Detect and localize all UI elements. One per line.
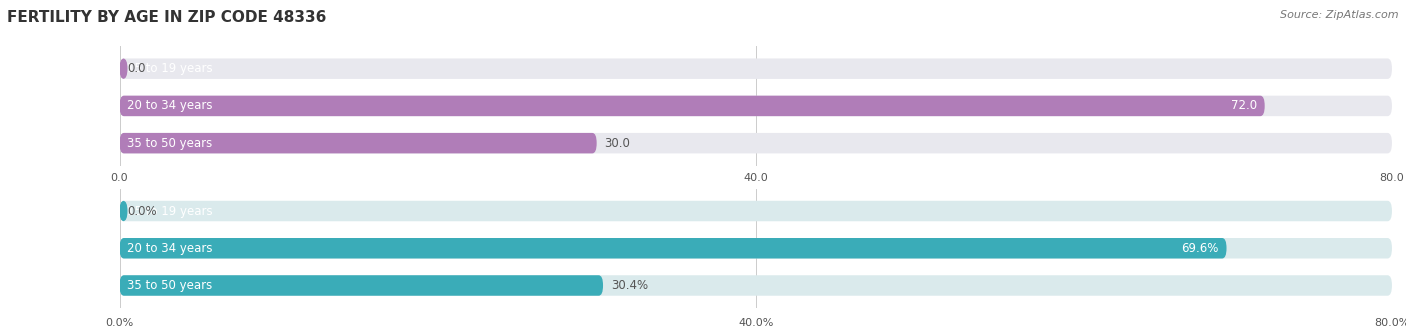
Text: 15 to 19 years: 15 to 19 years xyxy=(128,62,214,75)
Text: 0.0%: 0.0% xyxy=(128,205,157,217)
Text: 30.4%: 30.4% xyxy=(612,279,648,292)
Text: 72.0: 72.0 xyxy=(1230,99,1257,113)
FancyBboxPatch shape xyxy=(120,59,1392,79)
Text: 35 to 50 years: 35 to 50 years xyxy=(128,137,212,150)
Text: 35 to 50 years: 35 to 50 years xyxy=(128,279,212,292)
Text: 0.0: 0.0 xyxy=(128,62,146,75)
FancyBboxPatch shape xyxy=(120,238,1392,259)
FancyBboxPatch shape xyxy=(120,133,1392,153)
FancyBboxPatch shape xyxy=(120,238,1226,259)
Text: Source: ZipAtlas.com: Source: ZipAtlas.com xyxy=(1281,10,1399,20)
FancyBboxPatch shape xyxy=(120,96,1392,116)
Text: 20 to 34 years: 20 to 34 years xyxy=(128,99,212,113)
FancyBboxPatch shape xyxy=(120,133,596,153)
FancyBboxPatch shape xyxy=(120,275,603,296)
FancyBboxPatch shape xyxy=(120,275,1392,296)
FancyBboxPatch shape xyxy=(120,201,128,221)
Text: FERTILITY BY AGE IN ZIP CODE 48336: FERTILITY BY AGE IN ZIP CODE 48336 xyxy=(7,10,326,25)
FancyBboxPatch shape xyxy=(120,59,128,79)
FancyBboxPatch shape xyxy=(120,96,1265,116)
FancyBboxPatch shape xyxy=(120,201,1392,221)
Text: 15 to 19 years: 15 to 19 years xyxy=(128,205,214,217)
Text: 20 to 34 years: 20 to 34 years xyxy=(128,242,212,255)
Text: 69.6%: 69.6% xyxy=(1181,242,1219,255)
Text: 30.0: 30.0 xyxy=(605,137,630,150)
